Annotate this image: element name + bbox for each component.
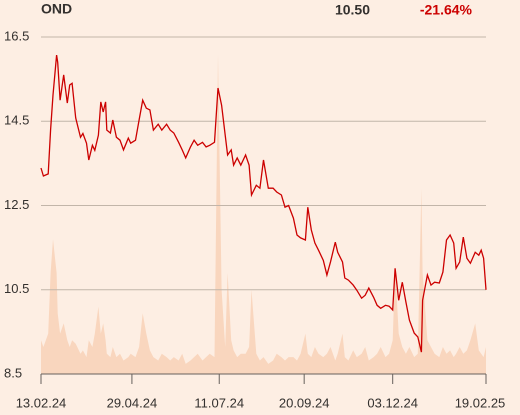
x-tick-label: 20.09.24 [279,395,330,410]
y-tick-label: 8.5 [4,365,22,380]
x-tick-label: 03.12.24 [367,395,418,410]
y-tick-label: 16.5 [4,28,29,43]
y-tick-label: 10.5 [4,281,29,296]
ticker: OND [41,1,72,17]
x-tick-label: 29.04.24 [107,395,158,410]
volume-area [41,53,486,375]
price: 10.50 [335,2,370,18]
change: -21.64% [420,2,473,18]
price-line [40,55,487,353]
x-tick-label: 19.02.25 [455,395,506,410]
y-tick-label: 14.5 [4,113,29,128]
x-tick-label: 13.02.24 [16,395,67,410]
x-tick-label: 11.07.24 [194,395,244,410]
y-tick-label: 12.5 [4,197,29,212]
